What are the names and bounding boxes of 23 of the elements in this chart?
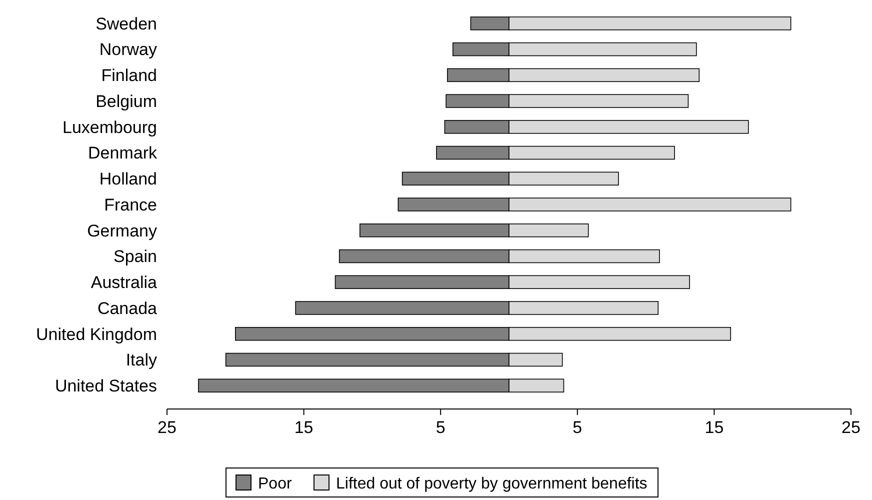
y-tick-label: Denmark (88, 144, 158, 163)
x-tick-label: 25 (158, 418, 176, 437)
legend-label: Lifted out of poverty by government benefits (336, 476, 648, 493)
legend-label: Poor (258, 476, 292, 493)
y-tick-label: Luxembourg (62, 118, 157, 137)
x-tick-label: 15 (294, 418, 314, 437)
y-tick-label: Finland (101, 66, 157, 86)
y-tick-label: France (104, 195, 157, 214)
y-tick-label: Italy (126, 350, 158, 370)
y-tick-label: Germany (87, 221, 158, 240)
y-tick-label: Norway (99, 40, 158, 60)
y-tick-label: Canada (97, 298, 158, 318)
x-tick-label: 15 (704, 418, 724, 437)
x-tick-label: 5 (572, 418, 582, 437)
y-tick-label: Belgium (96, 92, 157, 111)
y-tick-label: Holland (99, 170, 157, 189)
y-tick-label: Spain (114, 247, 157, 266)
x-tick-label: 5 (436, 418, 446, 437)
y-tick-label: United States (54, 376, 157, 396)
y-tick-label: United Kingdom (36, 324, 157, 344)
x-tick-label: 25 (842, 418, 860, 437)
y-tick-label: Australia (90, 273, 158, 292)
y-tick-label: Sweden (96, 14, 157, 34)
